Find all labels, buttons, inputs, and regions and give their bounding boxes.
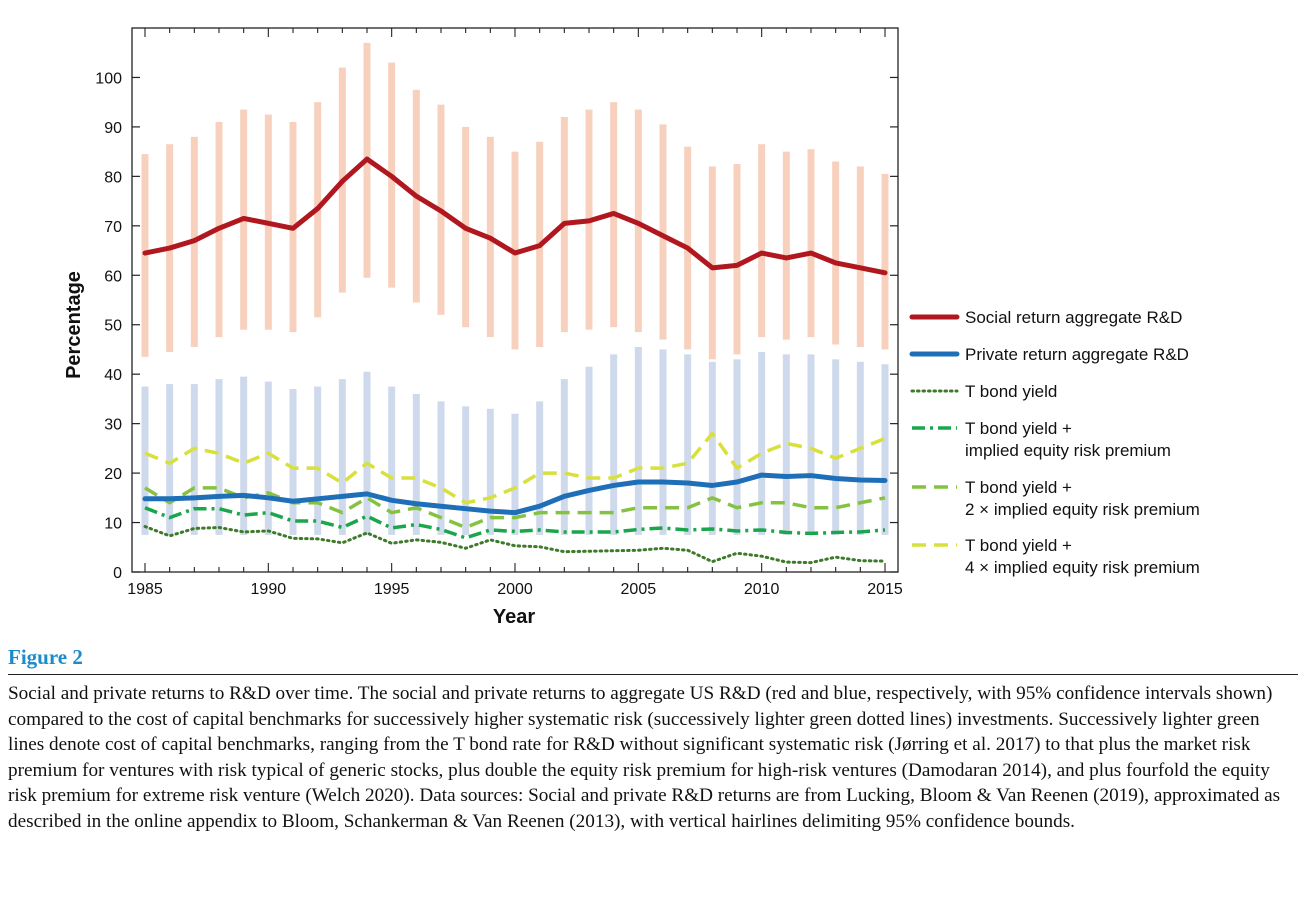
private-ci-bar xyxy=(314,386,322,535)
legend-label-2: T bond yield xyxy=(965,382,1057,401)
private-ci-bar xyxy=(264,381,272,535)
series-line-0 xyxy=(142,156,888,276)
social-ci-bar xyxy=(881,173,889,350)
social-ci-bar xyxy=(659,124,667,340)
legend-label-0: Social return aggregate R&D xyxy=(965,308,1182,327)
private-ci-bar xyxy=(832,359,840,535)
private-ci-bar xyxy=(585,366,593,535)
private-ci-bar xyxy=(388,386,396,535)
series-line-1 xyxy=(142,472,888,516)
private-ci-bar xyxy=(659,349,667,535)
legend-label-5: T bond yield +4 × implied equity risk pr… xyxy=(965,536,1200,577)
private-ci-bar xyxy=(215,379,223,535)
y-tick-label: 90 xyxy=(104,120,122,137)
private-ci-bar xyxy=(610,354,618,535)
private-ci-bar xyxy=(462,406,470,535)
x-tick-label: 2000 xyxy=(497,581,533,598)
x-tick-label: 1995 xyxy=(374,581,410,598)
social-ci-bar xyxy=(733,164,741,355)
private-ci-bar xyxy=(881,364,889,535)
private-ci-bar xyxy=(412,393,420,535)
y-tick-label: 40 xyxy=(104,367,122,384)
private-ci-bar xyxy=(190,384,198,535)
social-ci-bar xyxy=(832,161,840,345)
axis-ticks: 0 10 20 30 40 50 60 70 80 90 100 1985 1990 1995 2000 20… xyxy=(95,28,903,598)
private-ci-bar xyxy=(758,351,766,535)
returns-chart: 0 10 20 30 40 50 60 70 80 90 100 1985 1990 1995 2000 20… xyxy=(63,27,1200,628)
y-tick-label: 70 xyxy=(104,219,122,236)
series-line-4 xyxy=(144,486,886,530)
social-ci-bar xyxy=(782,151,790,340)
series-lines xyxy=(142,156,888,565)
series-line-3 xyxy=(144,506,886,540)
legend-label-4: T bond yield +2 × implied equity risk pr… xyxy=(965,478,1200,519)
y-tick-label: 0 xyxy=(113,565,122,582)
private-ci-bar xyxy=(486,408,494,535)
private-ci-bar xyxy=(141,386,149,535)
private-ci-bar xyxy=(338,379,346,535)
y-tick-label: 20 xyxy=(104,466,122,483)
social-ci-bar xyxy=(758,144,766,338)
series-line-2 xyxy=(143,525,887,565)
y-tick-label: 100 xyxy=(95,70,122,87)
x-tick-label: 1990 xyxy=(251,581,287,598)
private-ci-bar xyxy=(511,413,519,535)
y-tick-label: 30 xyxy=(104,417,122,434)
private-ci-bar xyxy=(807,354,815,535)
private-ci-bar xyxy=(536,401,544,535)
y-tick-label: 10 xyxy=(104,516,122,533)
x-tick-label: 2010 xyxy=(744,581,780,598)
legend-label-3: T bond yield + implied equity risk premiu… xyxy=(965,419,1171,460)
private-ci-bar xyxy=(684,354,692,535)
social-ci-bar xyxy=(708,166,716,360)
y-tick-label: 80 xyxy=(104,169,122,186)
x-tick-label: 2005 xyxy=(621,581,657,598)
series-line-5 xyxy=(144,431,886,505)
x-axis-label: Year xyxy=(493,606,535,628)
y-tick-label: 60 xyxy=(104,268,122,285)
social-ci-bar xyxy=(856,166,864,347)
private-ci-bar xyxy=(782,354,790,535)
private-ci-bar xyxy=(437,401,445,535)
private-ci-bar xyxy=(240,376,248,535)
legend: Social return aggregate R&D Private retur… xyxy=(909,308,1200,577)
private-ci-bar xyxy=(560,379,568,535)
social-ci-bar xyxy=(807,149,815,338)
legend-label-1: Private return aggregate R&D xyxy=(965,345,1189,364)
private-ci-bar xyxy=(733,359,741,535)
caption-text: Social and private returns to R&D over t… xyxy=(8,683,1281,832)
y-axis-label: Percentage xyxy=(63,271,85,379)
private-ci-bar xyxy=(708,361,716,535)
private-ci-bar xyxy=(166,384,174,535)
x-tick-label: 1985 xyxy=(127,581,163,598)
private-ci-bar xyxy=(363,371,371,535)
x-tick-label: 2015 xyxy=(867,581,903,598)
figure-label: Figure 2 xyxy=(8,645,1298,675)
y-tick-label: 50 xyxy=(104,318,122,335)
figure-caption: Figure 2 Social and private returns to R… xyxy=(8,645,1298,834)
private-ci-bar xyxy=(634,346,642,535)
private-ci-bar xyxy=(289,389,297,535)
